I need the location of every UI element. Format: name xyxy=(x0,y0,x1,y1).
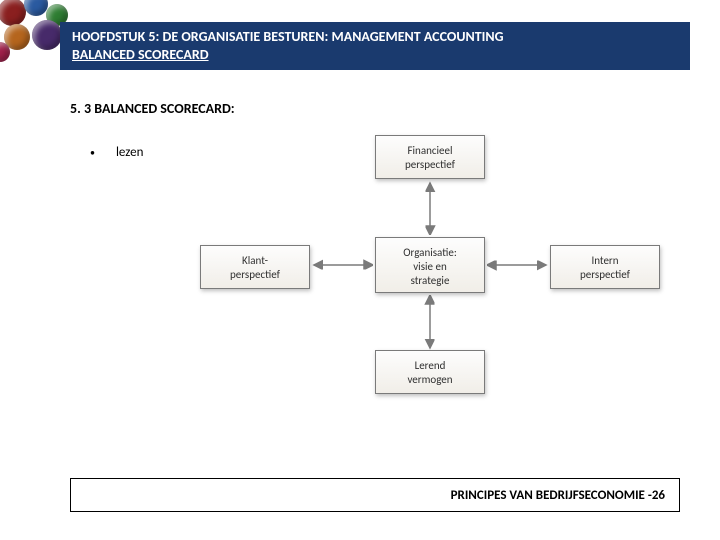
node-label: perspectief xyxy=(382,158,478,172)
node-label: Klant- xyxy=(207,254,303,268)
node-label: strategie xyxy=(382,274,478,288)
marble-icon xyxy=(0,0,26,26)
node-financieel: Financieel perspectief xyxy=(375,135,485,179)
node-label: Financieel xyxy=(382,144,478,158)
slide-header: HOOFDSTUK 5: DE ORGANISATIE BESTUREN: MA… xyxy=(60,22,690,70)
footer-page-number: 26 xyxy=(652,488,665,503)
bullet-marker: • xyxy=(90,146,95,159)
node-label: Organisatie: xyxy=(382,246,478,260)
footer-text: PRINCIPES VAN BEDRIJFSECONOMIE - xyxy=(451,488,652,503)
node-klant: Klant- perspectief xyxy=(200,245,310,289)
node-intern: Intern perspectief xyxy=(550,245,660,289)
node-label: Intern xyxy=(557,254,653,268)
node-label: perspectief xyxy=(207,268,303,282)
node-label: perspectief xyxy=(557,268,653,282)
node-lerend: Lerend vermogen xyxy=(375,350,485,394)
node-label: vermogen xyxy=(382,373,478,387)
node-organisatie: Organisatie: visie en strategie xyxy=(375,237,485,293)
slide-footer: PRINCIPES VAN BEDRIJFSECONOMIE - 26 xyxy=(70,478,680,512)
section-subtitle: 5. 3 BALANCED SCORECARD: xyxy=(70,100,235,117)
node-label: visie en xyxy=(382,260,478,274)
bullet-item: • lezen xyxy=(90,145,143,160)
marble-icon xyxy=(24,0,48,16)
header-line1: HOOFDSTUK 5: DE ORGANISATIE BESTUREN: MA… xyxy=(72,28,678,46)
marble-icon xyxy=(32,20,62,50)
bullet-text: lezen xyxy=(116,145,143,160)
balanced-scorecard-diagram: Financieel perspectief Klant- perspectie… xyxy=(200,135,670,435)
header-line2: BALANCED SCORECARD xyxy=(72,46,678,64)
node-label: Lerend xyxy=(382,359,478,373)
